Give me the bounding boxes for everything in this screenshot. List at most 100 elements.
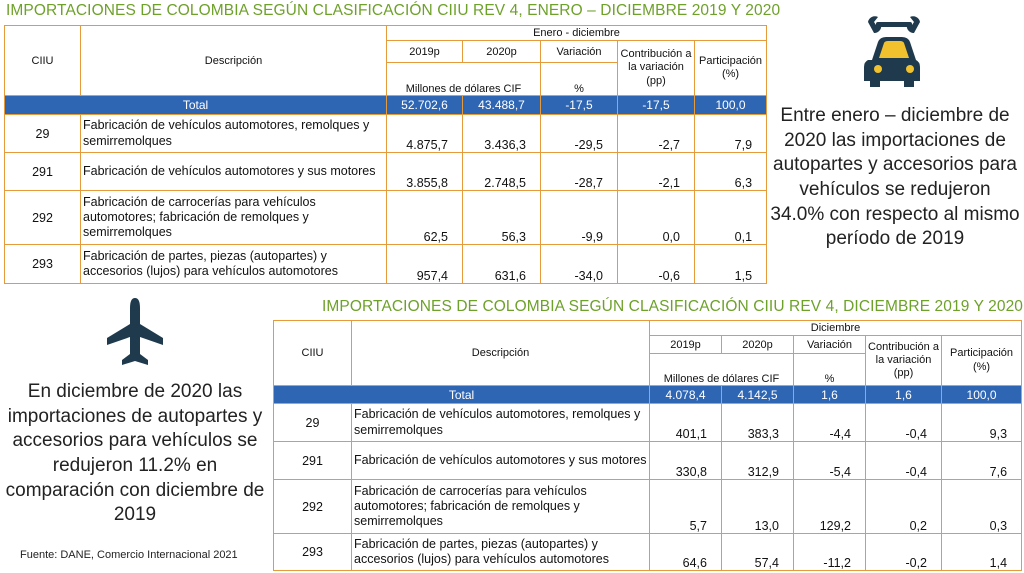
row-2020: 56,3 xyxy=(462,190,541,245)
table-row: 292 Fabricación de carrocerías para vehí… xyxy=(4,190,768,245)
table-row: 29 Fabricación de vehículos automotores,… xyxy=(273,403,1023,442)
header-millones: Millones de dólares CIF xyxy=(649,353,794,386)
row-2019: 957,4 xyxy=(386,244,463,284)
row-desc: Fabricación de carrocerías para vehículo… xyxy=(351,479,650,534)
row-desc: Fabricación de partes, piezas (autoparte… xyxy=(80,244,387,284)
row-contribucion: -0,4 xyxy=(865,441,942,480)
row-variacion: -11,2 xyxy=(793,533,866,571)
row-ciiu: 293 xyxy=(4,244,81,284)
row-2019: 3.855,8 xyxy=(386,152,463,191)
row-2019: 401,1 xyxy=(649,403,722,442)
row-2020: 57,4 xyxy=(721,533,794,571)
row-desc: Fabricación de vehículos automotores, re… xyxy=(351,403,650,442)
table1-annual-imports: CIIU Descripción Enero - diciembre 2019p… xyxy=(4,25,768,284)
header-2019: 2019p xyxy=(649,335,722,354)
table-row: 292 Fabricación de carrocerías para vehí… xyxy=(273,479,1023,534)
row-participacion: 0,1 xyxy=(693,190,768,245)
row-2020: 13,0 xyxy=(721,479,794,534)
total-participacion: 100,0 xyxy=(693,95,768,115)
row-ciiu: 291 xyxy=(4,152,81,191)
total-variacion: -17,5 xyxy=(540,95,618,115)
row-contribucion: -0,2 xyxy=(865,533,942,571)
header-descripcion: Descripción xyxy=(351,320,650,386)
row-2019: 4.875,7 xyxy=(386,114,463,153)
row-2020: 631,6 xyxy=(462,244,541,284)
row-desc: Fabricación de vehículos automotores y s… xyxy=(351,441,650,480)
row-ciiu: 291 xyxy=(273,441,352,480)
row-2020: 383,3 xyxy=(721,403,794,442)
table-row: 291 Fabricación de vehículos automotores… xyxy=(4,152,768,191)
total-contribucion: -17,5 xyxy=(617,95,695,115)
row-participacion: 6,3 xyxy=(693,152,768,191)
row-participacion: 0,3 xyxy=(940,479,1023,534)
total-label: Total xyxy=(4,95,387,115)
row-desc: Fabricación de partes, piezas (autoparte… xyxy=(351,533,650,571)
header-contribucion: Contribución a la variación (pp) xyxy=(865,335,942,386)
table1-title: IMPORTACIONES DE COLOMBIA SEGÚN CLASIFIC… xyxy=(6,2,781,19)
header-ciiu: CIIU xyxy=(273,320,352,386)
total-label: Total xyxy=(273,385,650,404)
row-2020: 2.748,5 xyxy=(462,152,541,191)
row-desc: Fabricación de vehículos automotores y s… xyxy=(80,152,387,191)
row-variacion: -28,7 xyxy=(540,152,618,191)
row-2019: 62,5 xyxy=(386,190,463,245)
row-variacion: -4,4 xyxy=(793,403,866,442)
total-contribucion: 1,6 xyxy=(865,385,942,404)
row-ciiu: 293 xyxy=(273,533,352,571)
row-participacion: 7,9 xyxy=(693,114,768,153)
row-participacion: 9,3 xyxy=(940,403,1023,442)
row-contribucion: -0,6 xyxy=(617,244,695,284)
row-contribucion: 0,0 xyxy=(617,190,695,245)
row-variacion: -9,9 xyxy=(540,190,618,245)
header-millones: Millones de dólares CIF xyxy=(386,62,541,96)
row-ciiu: 29 xyxy=(273,403,352,442)
annual-summary-text: Entre enero – diciembre de 2020 las impo… xyxy=(770,105,1020,250)
row-2019: 5,7 xyxy=(649,479,722,534)
row-2020: 3.436,3 xyxy=(462,114,541,153)
table2-december-imports: CIIU Descripción Diciembre 2019p 2020p V… xyxy=(273,320,1023,571)
december-summary-text: En diciembre de 2020 las importaciones d… xyxy=(5,381,265,526)
total-participacion: 100,0 xyxy=(940,385,1023,404)
header-ciiu: CIIU xyxy=(4,25,81,96)
wrench-car-icon xyxy=(864,16,920,87)
header-2020: 2020p xyxy=(721,335,794,354)
row-desc: Fabricación de vehículos automotores, re… xyxy=(80,114,387,153)
header-participacion: Participación (%) xyxy=(693,40,768,96)
total-variacion: 1,6 xyxy=(793,385,866,404)
row-desc: Fabricación de carrocerías para vehículo… xyxy=(80,190,387,245)
total-2020: 43.488,7 xyxy=(462,95,541,115)
row-contribucion: -0,4 xyxy=(865,403,942,442)
row-participacion: 7,6 xyxy=(940,441,1023,480)
table2-title: IMPORTACIONES DE COLOMBIA SEGÚN CLASIFIC… xyxy=(322,298,1024,315)
row-contribucion: -2,1 xyxy=(617,152,695,191)
row-variacion: -5,4 xyxy=(793,441,866,480)
row-2020: 312,9 xyxy=(721,441,794,480)
total-2019: 4.078,4 xyxy=(649,385,722,404)
source-note: Fuente: DANE, Comercio Internacional 202… xyxy=(20,549,238,561)
header-2019: 2019p xyxy=(386,40,463,63)
row-contribucion: -2,7 xyxy=(617,114,695,153)
row-participacion: 1,5 xyxy=(693,244,768,284)
total-2020: 4.142,5 xyxy=(721,385,794,404)
table-row: 29 Fabricación de vehículos automotores,… xyxy=(4,114,768,153)
table-row: 293 Fabricación de partes, piezas (autop… xyxy=(273,533,1023,571)
header-period: Diciembre xyxy=(648,320,1023,336)
row-variacion: -34,0 xyxy=(540,244,618,284)
total-row: Total 4.078,4 4.142,5 1,6 1,6 100,0 xyxy=(273,385,1023,404)
row-ciiu: 292 xyxy=(273,479,352,534)
header-descripcion: Descripción xyxy=(80,25,387,96)
header-variacion: Variación xyxy=(793,335,866,354)
header-pct: % xyxy=(540,62,618,96)
header-variacion: Variación xyxy=(540,40,618,63)
row-participacion: 1,4 xyxy=(940,533,1023,571)
header-period: Enero - diciembre xyxy=(385,25,768,41)
row-variacion: 129,2 xyxy=(793,479,866,534)
row-ciiu: 29 xyxy=(4,114,81,153)
table-row: 291 Fabricación de vehículos automotores… xyxy=(273,441,1023,480)
total-row: Total 52.702,6 43.488,7 -17,5 -17,5 100,… xyxy=(4,95,768,115)
row-variacion: -29,5 xyxy=(540,114,618,153)
header-pct: % xyxy=(793,353,866,386)
header-contribucion: Contribución a la variación (pp) xyxy=(617,40,695,96)
header-participacion: Participación (%) xyxy=(940,335,1023,386)
header-2020: 2020p xyxy=(462,40,541,63)
